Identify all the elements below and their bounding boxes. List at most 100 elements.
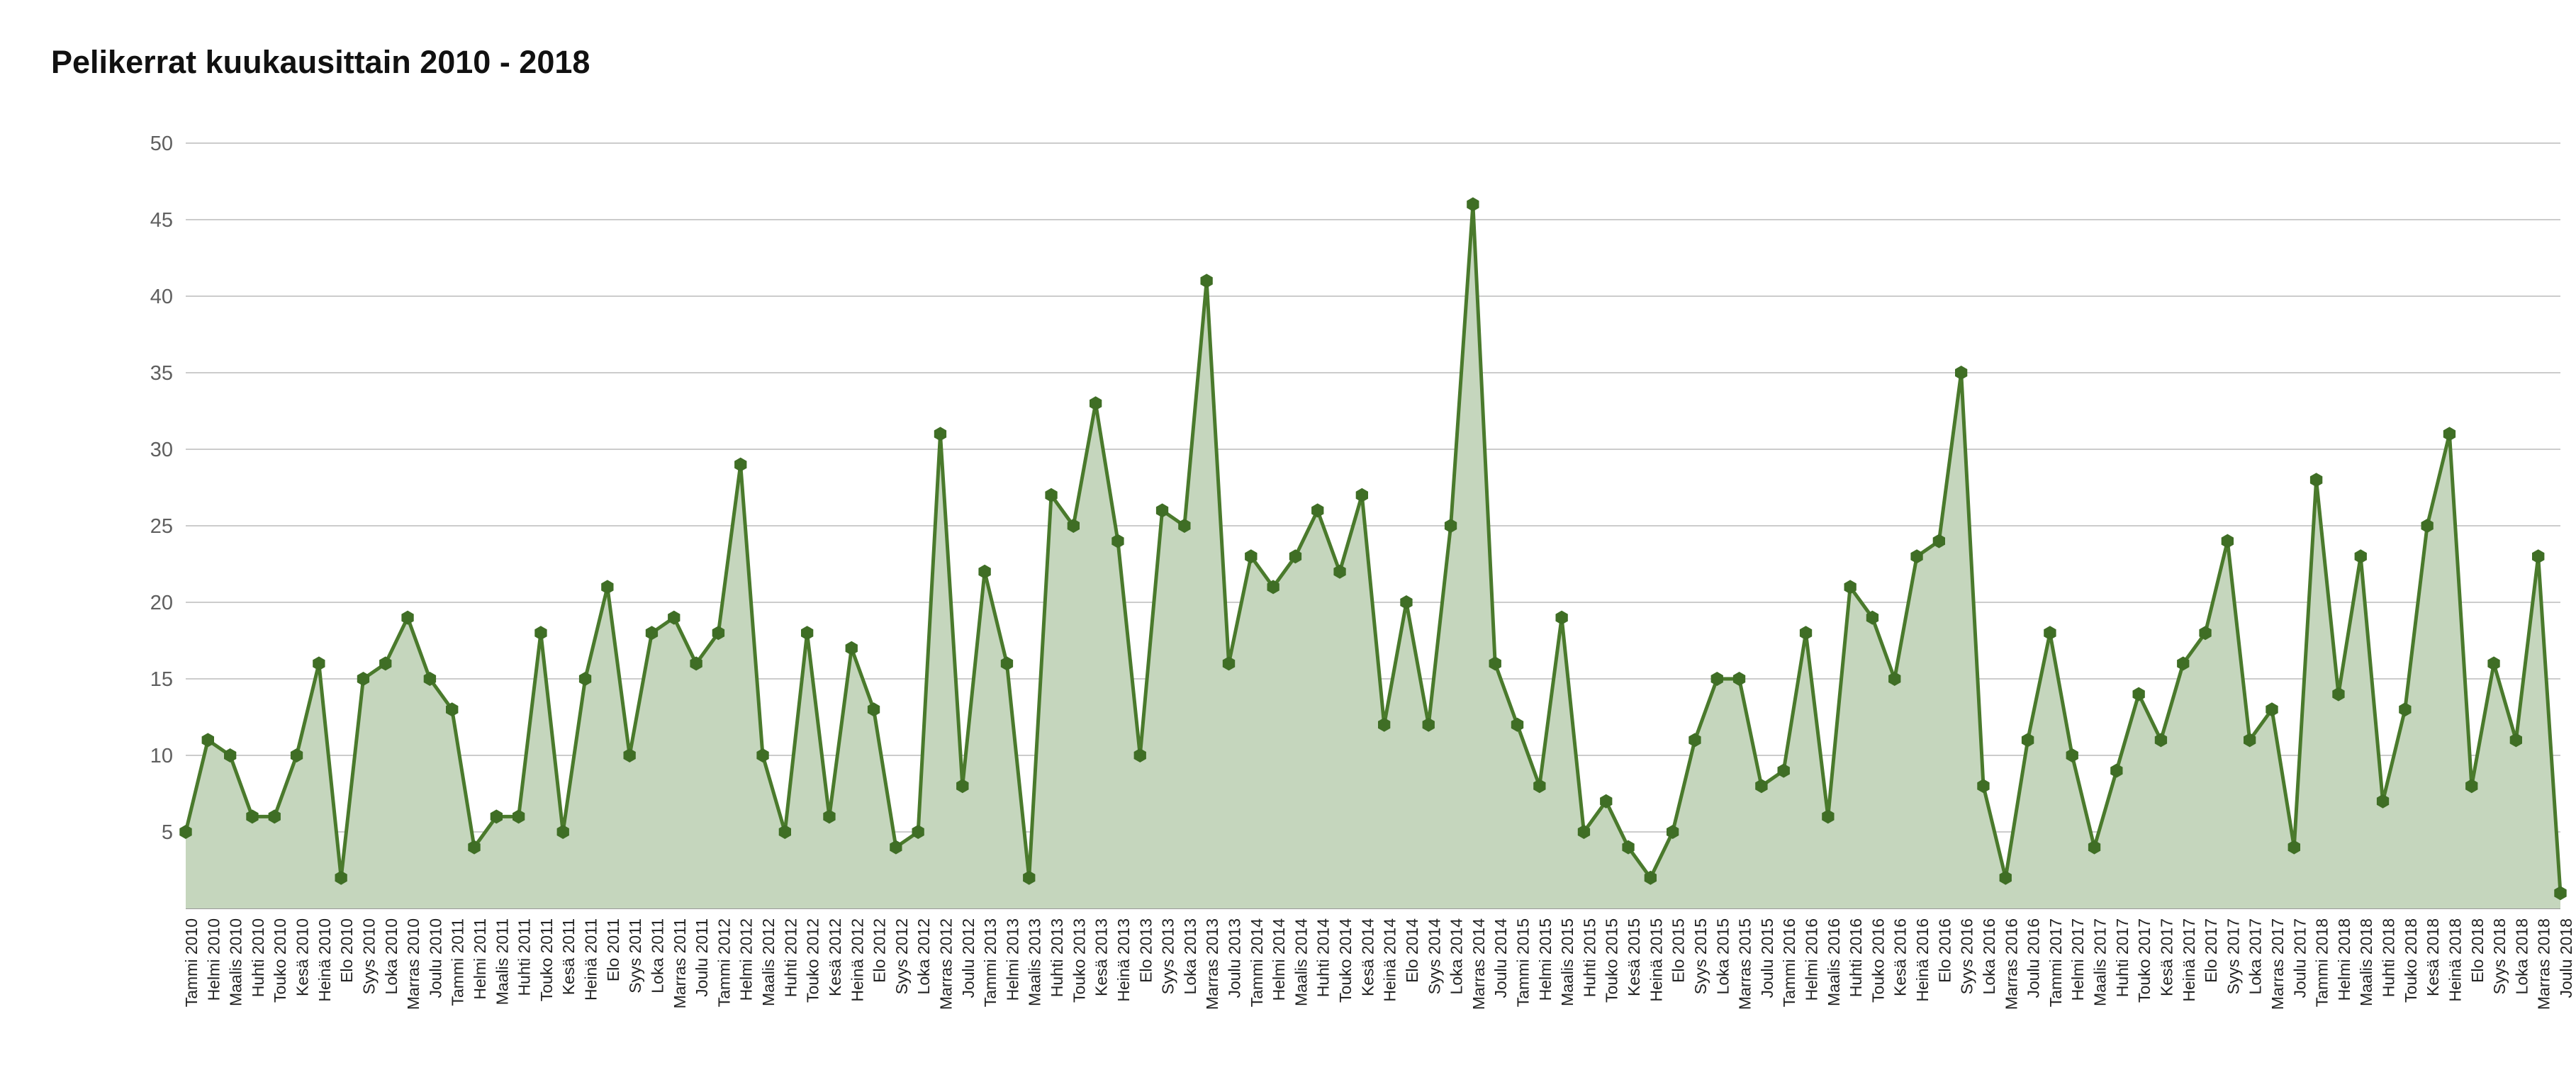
data-point[interactable] — [1822, 809, 1835, 824]
data-point[interactable] — [2110, 763, 2123, 778]
data-point[interactable] — [423, 672, 437, 686]
data-point[interactable] — [1888, 672, 1901, 686]
data-point[interactable] — [224, 748, 237, 762]
data-point[interactable] — [1977, 779, 1990, 794]
data-point[interactable] — [1932, 534, 1945, 548]
data-point[interactable] — [2421, 519, 2434, 533]
data-point[interactable] — [268, 809, 281, 824]
data-point[interactable] — [1533, 779, 1546, 794]
data-point[interactable] — [1600, 794, 1613, 809]
data-point[interactable] — [2287, 840, 2300, 855]
data-point[interactable] — [1355, 488, 1368, 502]
data-point[interactable] — [534, 626, 547, 641]
data-point[interactable] — [1689, 733, 1701, 748]
data-point[interactable] — [1045, 488, 1058, 502]
data-point[interactable] — [1955, 366, 1968, 380]
data-point[interactable] — [601, 580, 614, 595]
data-point[interactable] — [1222, 656, 1236, 671]
data-point[interactable] — [290, 748, 303, 762]
data-point[interactable] — [623, 748, 636, 762]
data-point[interactable] — [357, 672, 370, 686]
data-point[interactable] — [1267, 580, 1279, 595]
data-point[interactable] — [1467, 197, 1479, 212]
data-point[interactable] — [2088, 840, 2101, 855]
data-point[interactable] — [1622, 840, 1635, 855]
data-point[interactable] — [668, 610, 681, 625]
data-point[interactable] — [2154, 733, 2168, 748]
data-point[interactable] — [734, 457, 747, 472]
data-point[interactable] — [756, 748, 769, 762]
data-point[interactable] — [1999, 870, 2012, 885]
data-point[interactable] — [1489, 656, 1501, 671]
data-point[interactable] — [1866, 610, 1879, 625]
data-point[interactable] — [578, 672, 592, 686]
data-point[interactable] — [313, 656, 325, 671]
data-point[interactable] — [1799, 626, 1813, 641]
data-point[interactable] — [934, 427, 947, 441]
data-point[interactable] — [1400, 595, 1413, 609]
data-point[interactable] — [2221, 534, 2234, 548]
data-point[interactable] — [2266, 702, 2278, 717]
data-point[interactable] — [1133, 748, 1146, 762]
data-point[interactable] — [1732, 672, 1746, 686]
data-point[interactable] — [1710, 672, 1723, 686]
data-point[interactable] — [1178, 519, 1191, 533]
data-point[interactable] — [246, 809, 259, 824]
data-point[interactable] — [2309, 473, 2323, 488]
data-point[interactable] — [1000, 656, 1014, 671]
data-point[interactable] — [2199, 626, 2212, 641]
data-point[interactable] — [2132, 687, 2145, 702]
data-point[interactable] — [2376, 794, 2390, 809]
data-point[interactable] — [2465, 779, 2478, 794]
data-point[interactable] — [179, 825, 192, 839]
data-point[interactable] — [1200, 274, 1213, 288]
data-point[interactable] — [1844, 580, 1857, 595]
data-point[interactable] — [1023, 870, 1036, 885]
data-point[interactable] — [823, 809, 836, 824]
data-point[interactable] — [2354, 549, 2367, 564]
data-point[interactable] — [2244, 733, 2256, 748]
data-point[interactable] — [446, 702, 459, 717]
data-point[interactable] — [490, 809, 503, 824]
data-point[interactable] — [801, 626, 814, 641]
data-point[interactable] — [379, 656, 392, 671]
data-point[interactable] — [2487, 656, 2500, 671]
data-point[interactable] — [468, 840, 481, 855]
data-point[interactable] — [845, 641, 858, 655]
data-point[interactable] — [2443, 427, 2456, 441]
data-point[interactable] — [335, 870, 347, 885]
data-point[interactable] — [867, 702, 880, 717]
data-point[interactable] — [1090, 396, 1102, 411]
data-point[interactable] — [1910, 549, 1923, 564]
data-point[interactable] — [2021, 733, 2034, 748]
data-point[interactable] — [1511, 717, 1524, 732]
data-point[interactable] — [1555, 610, 1568, 625]
data-point[interactable] — [778, 825, 791, 839]
data-point[interactable] — [1311, 503, 1324, 518]
data-point[interactable] — [912, 825, 924, 839]
data-point[interactable] — [712, 626, 725, 641]
data-point[interactable] — [1155, 503, 1169, 518]
data-point[interactable] — [201, 733, 214, 748]
data-point[interactable] — [401, 610, 414, 625]
data-point[interactable] — [1111, 534, 1124, 548]
data-point[interactable] — [2332, 687, 2345, 702]
data-point[interactable] — [1333, 564, 1346, 579]
data-point[interactable] — [2177, 656, 2190, 671]
data-point[interactable] — [2554, 886, 2567, 901]
data-point[interactable] — [2532, 549, 2545, 564]
data-point[interactable] — [1289, 549, 1302, 564]
data-point[interactable] — [1422, 717, 1435, 732]
data-point[interactable] — [2399, 702, 2412, 717]
data-point[interactable] — [1378, 717, 1391, 732]
data-point[interactable] — [2044, 626, 2056, 641]
data-point[interactable] — [513, 809, 525, 824]
data-point[interactable] — [1067, 519, 1080, 533]
data-point[interactable] — [1577, 825, 1591, 839]
data-point[interactable] — [978, 564, 991, 579]
data-point[interactable] — [2509, 733, 2522, 748]
data-point[interactable] — [1777, 763, 1790, 778]
data-point[interactable] — [556, 825, 569, 839]
data-point[interactable] — [1444, 519, 1457, 533]
data-point[interactable] — [1755, 779, 1768, 794]
